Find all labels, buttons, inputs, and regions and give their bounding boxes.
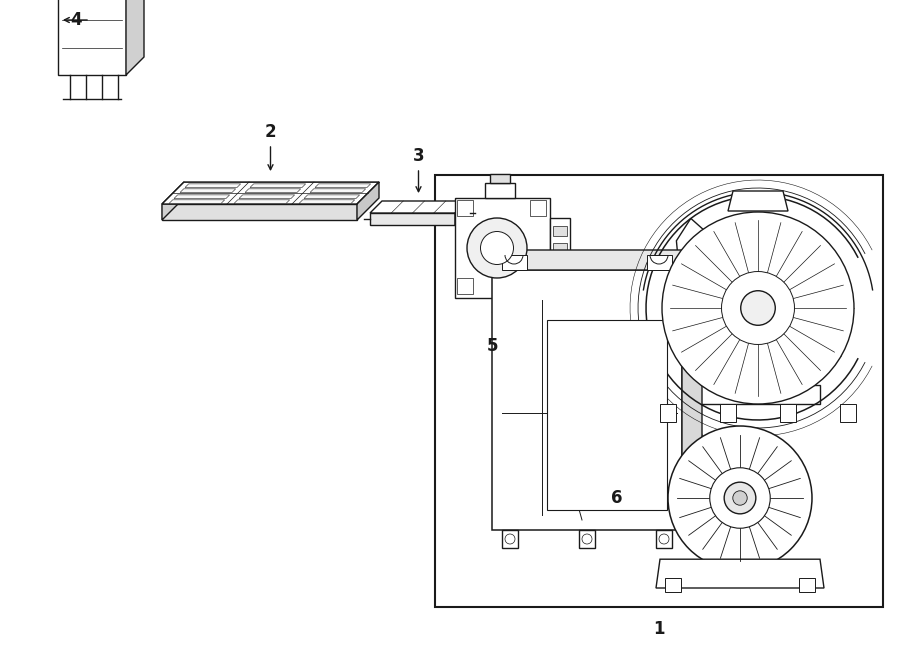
Text: 2: 2: [265, 123, 276, 141]
Polygon shape: [185, 184, 240, 188]
Polygon shape: [647, 255, 672, 270]
Polygon shape: [677, 218, 732, 300]
Polygon shape: [126, 0, 144, 75]
Polygon shape: [720, 404, 736, 422]
Polygon shape: [245, 189, 301, 192]
Polygon shape: [492, 250, 702, 270]
Polygon shape: [162, 182, 184, 220]
Circle shape: [710, 468, 770, 528]
Polygon shape: [250, 184, 306, 188]
Polygon shape: [550, 218, 570, 278]
Polygon shape: [169, 200, 225, 204]
Circle shape: [662, 212, 854, 404]
Circle shape: [467, 218, 527, 278]
Polygon shape: [656, 559, 824, 588]
Polygon shape: [485, 183, 515, 198]
Polygon shape: [455, 201, 467, 225]
Polygon shape: [435, 175, 883, 607]
Polygon shape: [553, 260, 567, 270]
Polygon shape: [530, 200, 546, 216]
Polygon shape: [457, 278, 473, 294]
Circle shape: [722, 272, 795, 344]
Polygon shape: [58, 0, 126, 75]
Polygon shape: [530, 278, 546, 294]
Text: 3: 3: [413, 147, 424, 165]
Polygon shape: [234, 200, 290, 204]
Polygon shape: [656, 530, 672, 548]
Polygon shape: [457, 200, 473, 216]
Polygon shape: [502, 530, 518, 548]
Polygon shape: [780, 404, 796, 422]
Polygon shape: [174, 195, 230, 198]
Polygon shape: [315, 184, 371, 188]
Polygon shape: [310, 189, 365, 192]
Polygon shape: [728, 191, 788, 211]
Polygon shape: [665, 578, 681, 592]
Polygon shape: [697, 385, 820, 404]
Polygon shape: [304, 195, 360, 198]
Polygon shape: [678, 251, 712, 452]
Polygon shape: [840, 404, 856, 422]
Circle shape: [724, 482, 756, 514]
Polygon shape: [799, 578, 815, 592]
Polygon shape: [357, 182, 379, 220]
Circle shape: [668, 426, 812, 570]
Polygon shape: [239, 195, 294, 198]
Polygon shape: [162, 182, 379, 204]
Polygon shape: [492, 270, 682, 530]
Polygon shape: [579, 530, 595, 548]
Circle shape: [741, 291, 775, 325]
Polygon shape: [299, 200, 355, 204]
Circle shape: [481, 231, 514, 264]
Text: 6: 6: [611, 489, 623, 507]
Polygon shape: [547, 320, 667, 510]
Polygon shape: [682, 250, 702, 530]
Polygon shape: [370, 213, 455, 225]
Text: 4: 4: [70, 11, 82, 29]
Circle shape: [733, 491, 747, 505]
Text: 1: 1: [653, 620, 665, 638]
Polygon shape: [553, 243, 567, 253]
Polygon shape: [490, 174, 510, 183]
Polygon shape: [502, 255, 527, 270]
Polygon shape: [553, 226, 567, 236]
Polygon shape: [162, 204, 357, 220]
Text: 5: 5: [487, 337, 499, 355]
Polygon shape: [180, 189, 236, 192]
Polygon shape: [455, 198, 550, 298]
Polygon shape: [370, 201, 467, 213]
Polygon shape: [660, 404, 676, 422]
